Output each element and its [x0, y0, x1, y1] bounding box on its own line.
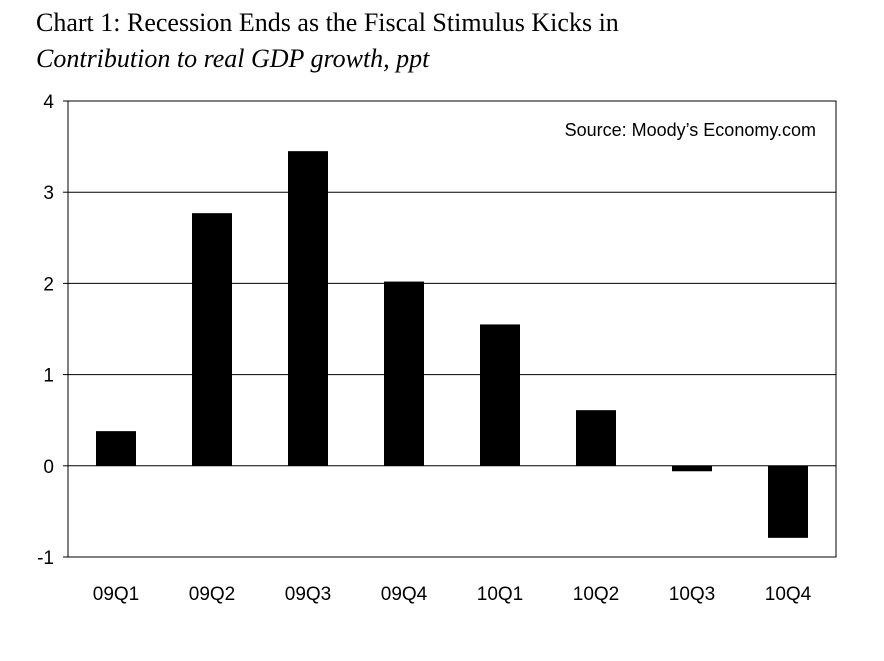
y-tick-label: 2: [43, 274, 54, 295]
x-tick-label: 10Q4: [765, 584, 812, 605]
y-tick-label: 4: [43, 92, 54, 113]
y-tick-label: 0: [43, 457, 54, 478]
x-tick-label: 10Q2: [573, 584, 619, 605]
x-tick-label: 09Q4: [381, 584, 428, 605]
x-tick-label: 09Q2: [189, 584, 235, 605]
y-tick-label: 1: [43, 366, 54, 387]
bar-09q3: [288, 151, 328, 466]
chart-title: Chart 1: Recession Ends as the Fiscal St…: [36, 8, 619, 37]
bar-10q3: [672, 465, 712, 472]
bar-10q4: [768, 465, 808, 538]
bar-09q4: [384, 281, 424, 466]
x-tick-label: 09Q1: [93, 584, 139, 605]
x-tick-label: 09Q3: [285, 584, 331, 605]
x-tick-label: 10Q3: [669, 584, 715, 605]
y-tick-label: -1: [37, 548, 54, 569]
source-annotation: Source: Moody’s Economy.com: [565, 120, 816, 140]
chart-subtitle: Contribution to real GDP growth, ppt: [36, 44, 430, 73]
plot-frame: [67, 100, 837, 558]
y-tick-label: 3: [43, 183, 54, 204]
x-tick-label: 10Q1: [477, 584, 523, 605]
bar-09q1: [96, 431, 136, 466]
bar-10q1: [480, 324, 520, 466]
bar-09q2: [192, 213, 232, 466]
bar-10q2: [576, 410, 616, 466]
